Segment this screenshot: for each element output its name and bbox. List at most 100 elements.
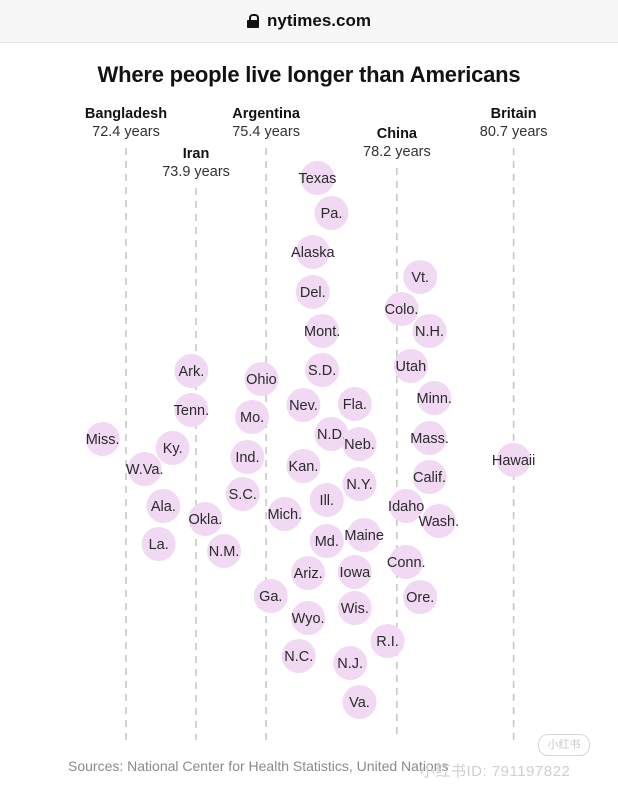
state-bubble-maine: [347, 518, 382, 552]
state-label-n-h: N.H.: [415, 324, 444, 340]
state-label-s-c: S.C.: [229, 487, 257, 503]
state-label-mich: Mich.: [267, 507, 302, 523]
state-label-n-d: N.D.: [317, 427, 346, 443]
state-label-n-m: N.M.: [209, 544, 240, 560]
reference-value-china: 78.2 years: [363, 144, 431, 160]
state-label-ill: Ill.: [320, 493, 335, 509]
source-note: Sources: National Center for Health Stat…: [68, 758, 449, 774]
state-bubble-okla: [188, 502, 223, 536]
state-label-maine: Maine: [344, 528, 384, 544]
state-bubble-mont: [305, 314, 340, 348]
reference-country-china: China: [377, 126, 418, 142]
state-bubble-ark: [174, 354, 209, 388]
reference-value-britain: 80.7 years: [480, 124, 548, 140]
reference-value-iran: 73.9 years: [162, 164, 230, 180]
browser-url-bar[interactable]: nytimes.com: [0, 0, 618, 43]
state-bubble-idaho: [389, 489, 424, 523]
state-label-va: Va.: [349, 695, 370, 711]
state-bubble-ind: [230, 440, 265, 474]
state-bubble-nev: [286, 388, 321, 422]
state-bubble-wyo: [291, 601, 326, 635]
state-bubble-mich: [267, 497, 302, 531]
state-label-alaska: Alaska: [291, 245, 335, 261]
state-bubble-wis: [337, 591, 372, 625]
state-bubble-mass: [412, 421, 447, 455]
chart-title: Where people live longer than Americans: [97, 62, 521, 87]
state-label-iowa: Iowa: [340, 565, 372, 581]
state-label-wis: Wis.: [341, 601, 369, 617]
state-label-ariz: Ariz.: [294, 566, 323, 582]
state-label-fla: Fla.: [343, 397, 367, 413]
state-label-miss: Miss.: [86, 432, 120, 448]
state-label-ore: Ore.: [406, 590, 434, 606]
state-label-texas: Texas: [299, 171, 337, 187]
state-label-hawaii: Hawaii: [492, 453, 536, 469]
state-label-minn: Minn.: [416, 391, 451, 407]
lock-icon: [247, 14, 260, 28]
state-bubble-miss: [85, 422, 120, 456]
state-label-mont: Mont.: [304, 324, 340, 340]
state-label-n-y: N.Y.: [346, 477, 372, 493]
state-bubble-n-d: [314, 417, 349, 451]
state-bubble-utah: [393, 349, 428, 383]
reference-country-bangladesh: Bangladesh: [85, 106, 167, 122]
state-bubble-kan: [286, 449, 321, 483]
state-bubble-vt: [403, 260, 438, 294]
state-bubble-ky: [155, 431, 190, 465]
state-label-calif: Calif.: [413, 470, 446, 486]
state-bubble-minn: [417, 381, 452, 415]
state-label-md: Md.: [315, 534, 339, 550]
state-label-kan: Kan.: [289, 459, 319, 475]
state-bubble-colo: [384, 292, 419, 326]
state-label-r-i: R.I.: [376, 634, 399, 650]
reference-value-bangladesh: 72.4 years: [92, 124, 160, 140]
state-bubble-conn: [389, 545, 424, 579]
state-label-mass: Mass.: [410, 431, 449, 447]
state-bubble-del: [295, 275, 330, 309]
state-bubble-ga: [253, 579, 288, 613]
state-label-n-j: N.J.: [337, 656, 363, 672]
state-label-ind: Ind.: [235, 450, 259, 466]
state-bubble-wash: [421, 504, 456, 538]
reference-value-argentina: 75.4 years: [232, 124, 300, 140]
reference-country-britain: Britain: [491, 106, 537, 122]
state-label-mo: Mo.: [240, 410, 264, 426]
state-label-s-d: S.D.: [308, 363, 336, 379]
state-label-ga: Ga.: [259, 589, 282, 605]
state-label-w-va: W.Va.: [126, 462, 164, 478]
state-bubble-alaska: [295, 235, 330, 269]
state-label-utah: Utah: [396, 359, 427, 375]
state-bubble-mo: [235, 400, 270, 434]
state-bubble-n-y: [342, 467, 377, 501]
state-bubble-n-c: [281, 639, 316, 673]
state-label-ala: Ala.: [151, 499, 176, 515]
state-bubble-iowa: [337, 555, 372, 589]
state-label-vt: Vt.: [411, 270, 429, 286]
state-bubble-ala: [146, 489, 181, 523]
state-bubble-n-m: [207, 534, 242, 568]
state-label-del: Del.: [300, 285, 326, 301]
state-bubble-tenn: [174, 393, 209, 427]
state-bubble-r-i: [370, 624, 405, 658]
state-label-ohio: Ohio: [246, 372, 277, 388]
state-label-n-c: N.C.: [284, 649, 313, 665]
state-bubble-ore: [403, 580, 438, 614]
state-bubble-fla: [337, 387, 372, 421]
url-text: nytimes.com: [267, 11, 371, 30]
state-label-neb: Neb.: [344, 437, 375, 453]
state-bubble-texas: [300, 161, 335, 195]
state-label-pa: Pa.: [321, 206, 343, 222]
state-label-idaho: Idaho: [388, 499, 424, 515]
state-bubble-n-h: [412, 314, 447, 348]
watermark-text: 小红书ID: 791197822: [420, 763, 571, 780]
state-label-nev: Nev.: [289, 398, 318, 414]
state-label-tenn: Tenn.: [174, 403, 209, 419]
state-bubble-md: [309, 524, 344, 558]
state-bubble-calif: [412, 460, 447, 494]
reference-country-iran: Iran: [183, 146, 210, 162]
state-bubble-neb: [342, 427, 377, 461]
state-label-colo: Colo.: [385, 302, 419, 318]
state-label-wash: Wash.: [419, 514, 460, 530]
state-label-okla: Okla.: [188, 512, 222, 528]
